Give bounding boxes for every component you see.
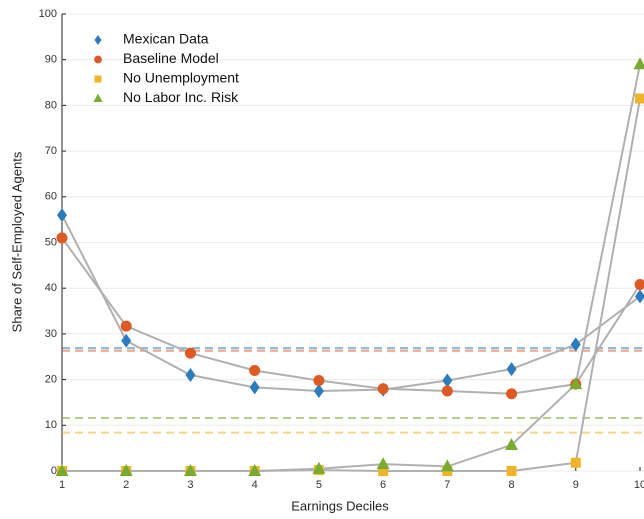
marker [635, 93, 644, 104]
marker [440, 459, 454, 472]
marker [376, 457, 390, 470]
legend-label: No Labor Inc. Risk [123, 89, 239, 105]
legend-label: Baseline Model [123, 50, 219, 66]
marker [570, 337, 581, 352]
y-tick-label: 50 [45, 236, 57, 248]
marker [249, 380, 260, 395]
marker [378, 466, 389, 476]
marker [312, 461, 326, 474]
x-tick-label: 9 [573, 479, 579, 491]
y-tick-label: 30 [45, 328, 57, 340]
x-tick-label: 8 [508, 479, 514, 491]
marker [119, 464, 133, 476]
x-axis-label: Earnings Deciles [291, 498, 389, 513]
series-line [61, 237, 641, 395]
marker [55, 464, 69, 476]
x-tick-label: 1 [59, 479, 65, 491]
x-tick-label: 3 [187, 479, 193, 491]
legend-marker [94, 55, 102, 64]
marker [184, 347, 196, 359]
y-tick-label: 100 [39, 8, 57, 20]
y-axis-label: Share of Self-Employed Agents [9, 151, 24, 332]
series-line [62, 98, 641, 472]
marker [313, 384, 324, 399]
legend-label: Mexican Data [123, 31, 209, 47]
marker [183, 464, 197, 476]
y-tick-label: 10 [45, 419, 57, 431]
x-tick-label: 4 [252, 479, 258, 491]
marker [313, 375, 325, 387]
y-tick-label: 70 [45, 145, 57, 157]
marker [57, 208, 67, 223]
legend-marker [93, 93, 103, 102]
marker [570, 457, 581, 468]
marker [56, 232, 68, 244]
marker [506, 466, 517, 476]
marker [120, 320, 132, 332]
y-tick-label: 0 [51, 465, 57, 477]
x-tick-label: 10 [634, 479, 644, 491]
x-tick-label: 2 [123, 479, 129, 491]
marker [569, 377, 583, 390]
y-tick-label: 20 [45, 374, 57, 386]
legend-label: No Unemployment [123, 70, 239, 86]
legend-marker [94, 75, 102, 83]
series-line [62, 64, 641, 472]
marker [121, 333, 132, 348]
marker [505, 437, 519, 450]
marker [377, 383, 389, 395]
x-tick-label: 5 [316, 479, 322, 491]
marker [185, 368, 196, 383]
y-tick-label: 60 [45, 191, 57, 203]
series-line [61, 214, 641, 393]
legend-marker [94, 35, 102, 45]
marker [441, 385, 453, 397]
marker [633, 57, 644, 70]
y-tick-label: 80 [45, 99, 57, 111]
marker [248, 464, 262, 476]
marker [249, 364, 261, 376]
marker [506, 362, 517, 377]
y-tick-label: 90 [45, 54, 57, 66]
marker [635, 289, 644, 304]
marker [506, 388, 518, 400]
marker [634, 279, 644, 291]
y-tick-label: 40 [45, 282, 57, 294]
x-tick-label: 7 [444, 479, 450, 491]
x-tick-label: 6 [380, 479, 386, 491]
marker [442, 373, 453, 388]
